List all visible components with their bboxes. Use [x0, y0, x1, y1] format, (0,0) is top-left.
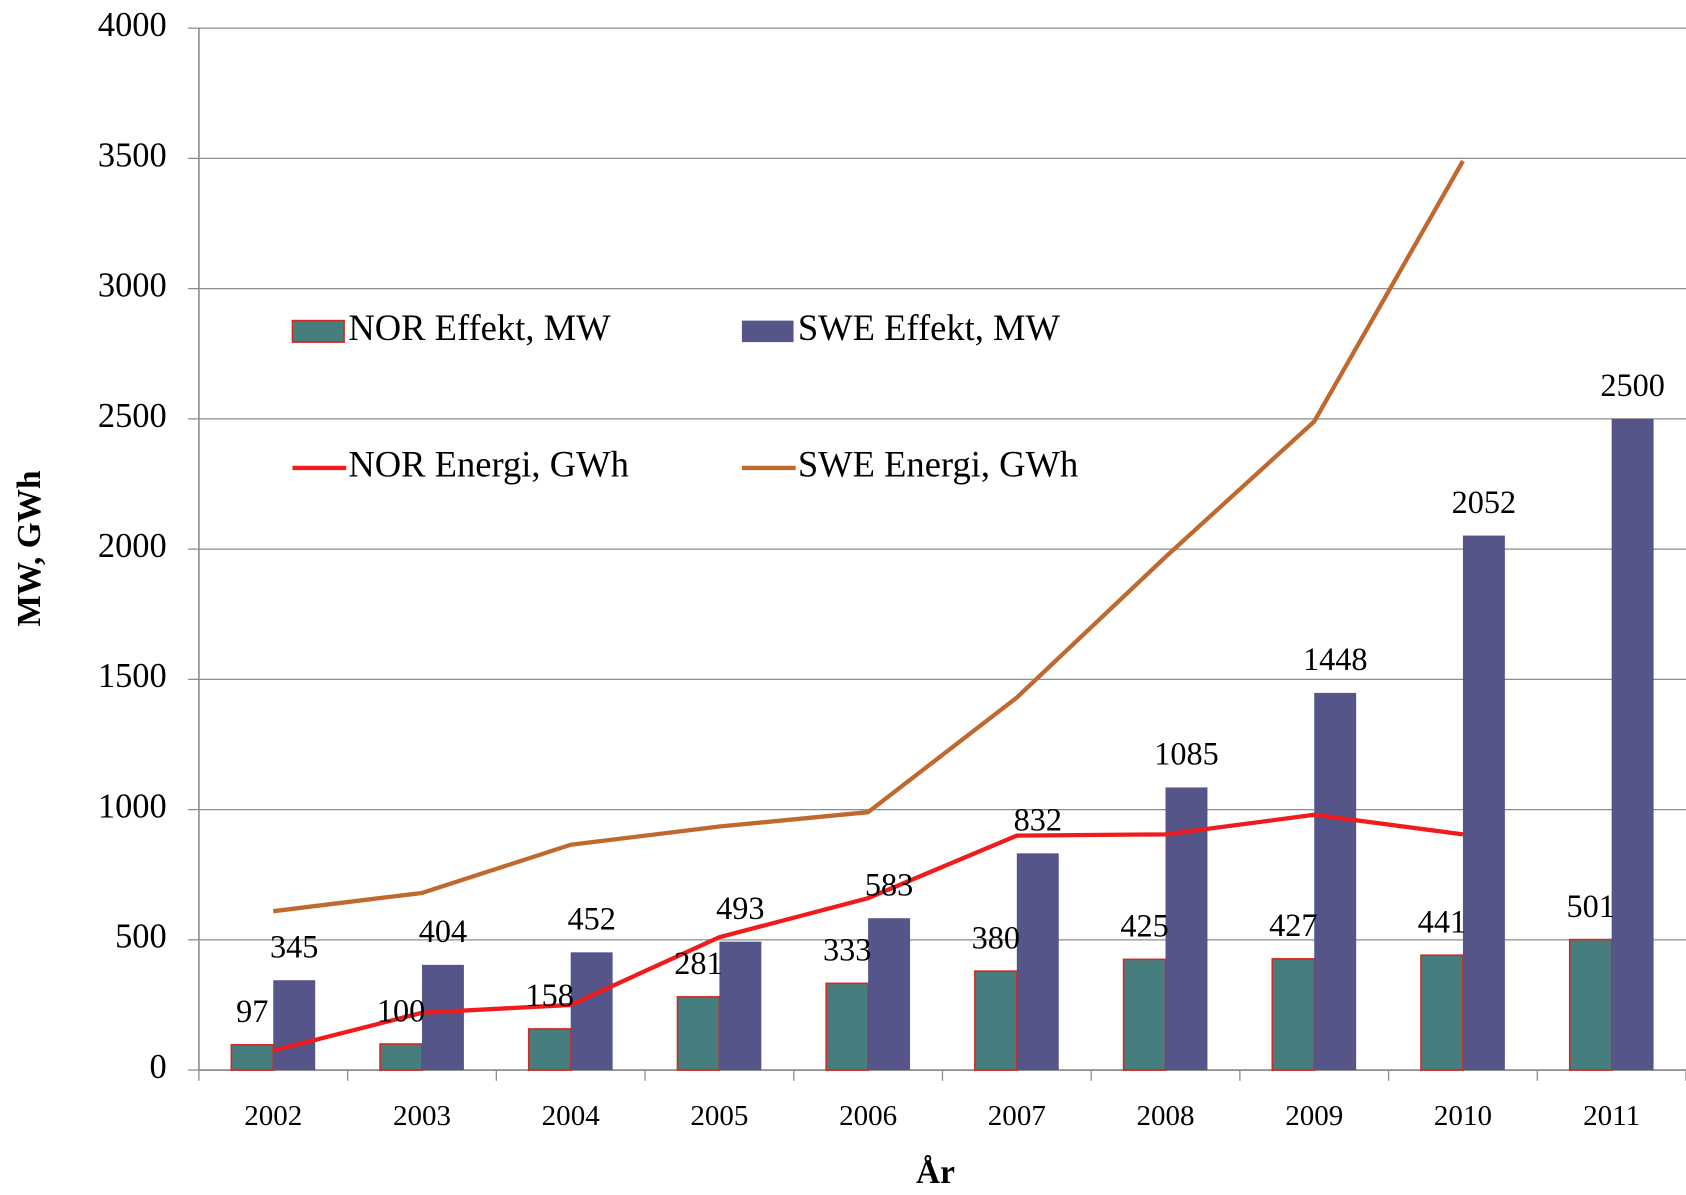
data-label: 2500 [1600, 367, 1665, 403]
bar [527, 1028, 572, 1071]
data-label: 345 [270, 929, 318, 965]
data-label: 281 [674, 945, 722, 981]
bar [1271, 958, 1316, 1071]
bar [1122, 958, 1167, 1071]
x-tick-label: 2002 [244, 1100, 302, 1132]
data-label: 404 [419, 913, 467, 949]
bar [421, 964, 464, 1071]
data-label: 333 [823, 932, 871, 968]
legend-label: SWE Energi, GWh [798, 443, 1078, 484]
bar [230, 1044, 275, 1071]
data-label: 427 [1269, 907, 1317, 943]
legend-swatch [741, 320, 794, 343]
bar [570, 952, 613, 1071]
bar [1462, 535, 1505, 1071]
x-tick-label: 2010 [1434, 1100, 1492, 1132]
x-tick-label: 2004 [542, 1100, 601, 1132]
data-label: 158 [526, 977, 574, 1013]
data-label: 441 [1418, 904, 1466, 940]
x-tick-label: 2003 [393, 1100, 451, 1132]
data-label: 493 [716, 890, 764, 926]
x-tick-label: 2005 [690, 1100, 748, 1132]
y-tick-label: 0 [149, 1048, 166, 1086]
x-tick-label: 2009 [1285, 1100, 1343, 1132]
y-tick-label: 1000 [98, 787, 167, 825]
y-tick-label: 1500 [98, 657, 167, 695]
x-tick-label: 2008 [1137, 1100, 1195, 1132]
x-axis-title: År [916, 1154, 955, 1191]
x-tick-label: 2011 [1583, 1100, 1640, 1132]
bar [974, 970, 1018, 1071]
line [272, 812, 1464, 1053]
y-tick-label: 3000 [98, 267, 167, 305]
line [273, 159, 1465, 914]
y-tick-label: 4000 [98, 6, 167, 44]
data-label: 501 [1566, 888, 1614, 924]
legend-label: NOR Effekt, MW [348, 307, 611, 348]
bar [1611, 418, 1654, 1071]
y-tick-label: 3500 [98, 136, 167, 174]
x-tick-label: 2007 [988, 1100, 1046, 1132]
data-label: 832 [1014, 802, 1062, 838]
data-label: 1085 [1154, 736, 1219, 772]
bar [676, 996, 721, 1071]
bar [379, 1043, 423, 1071]
bar [1016, 853, 1059, 1071]
bar [1420, 954, 1464, 1071]
legend-label: NOR Energi, GWh [348, 443, 629, 484]
legend-swatch [291, 319, 345, 343]
data-label: 452 [567, 901, 615, 937]
y-tick-label: 500 [115, 918, 167, 956]
data-label: 100 [377, 992, 425, 1028]
bar [825, 982, 869, 1071]
bar [273, 980, 316, 1071]
bar [868, 918, 911, 1071]
data-label: 583 [865, 867, 913, 903]
y-tick-label: 2500 [98, 397, 167, 435]
bar [1568, 938, 1613, 1071]
y-tick-label: 2000 [98, 527, 167, 565]
y-axis-title: MW, GWh [11, 470, 48, 627]
data-label: 1448 [1303, 641, 1367, 677]
data-label: 425 [1120, 908, 1168, 944]
data-label: 97 [236, 993, 268, 1029]
data-label: 380 [972, 919, 1020, 955]
data-label: 2052 [1452, 484, 1517, 520]
bar [719, 941, 762, 1071]
x-tick-label: 2006 [839, 1100, 897, 1132]
legend-label: SWE Effekt, MW [798, 307, 1061, 348]
bar [1314, 692, 1357, 1071]
